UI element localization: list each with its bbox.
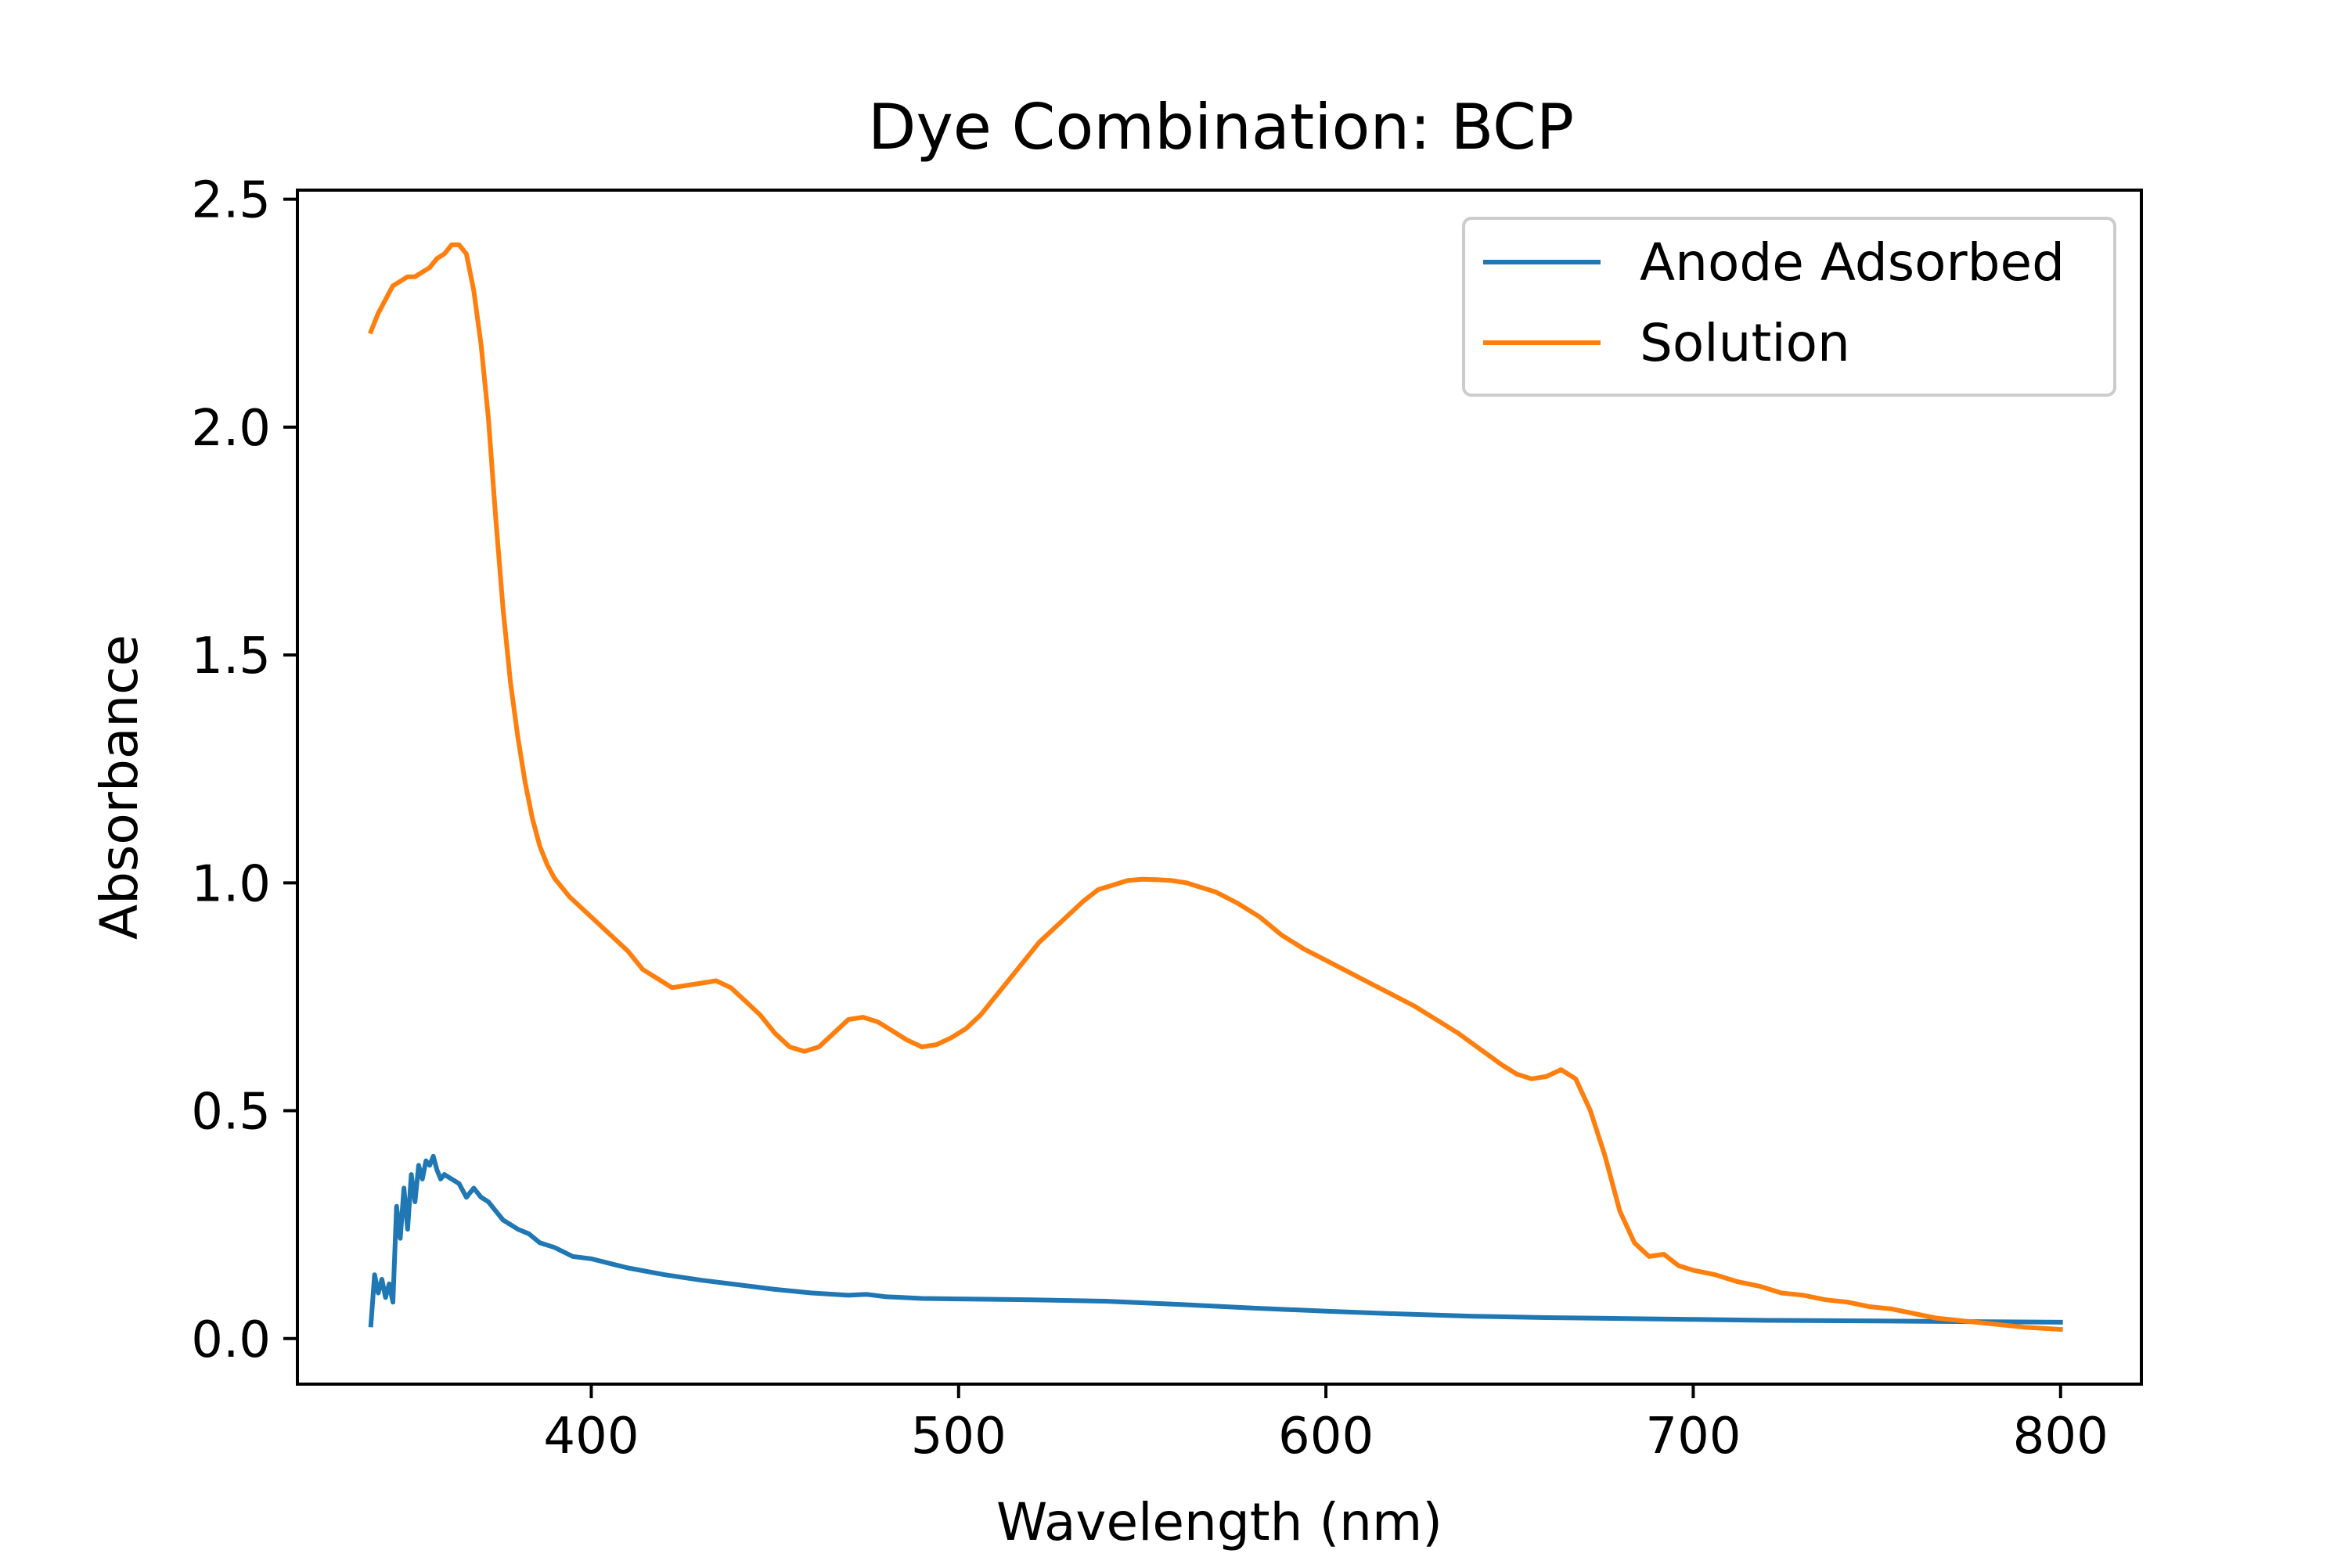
x-tick-label: 600 [1278, 1408, 1374, 1466]
series-line-anode-adsorbed [368, 1153, 2063, 1328]
legend-label-solution: Solution [1640, 313, 1850, 373]
y-tick-label: 2.0 [191, 400, 271, 458]
y-tick-label: 1.0 [191, 855, 271, 913]
x-tick-label: 800 [2013, 1408, 2109, 1466]
x-axis-label: Wavelength (nm) [996, 1492, 1442, 1552]
y-tick-label: 2.5 [191, 172, 271, 230]
y-axis-label: Absorbance [89, 635, 149, 940]
x-axis-ticks: 400 500 600 700 800 [543, 1384, 2109, 1466]
plot-area-frame [296, 189, 2143, 1386]
chart-title: Dye Combination: BCP [868, 91, 1574, 164]
x-tick-label: 700 [1645, 1408, 1741, 1466]
legend-label-anode-adsorbed: Anode Adsorbed [1640, 232, 2065, 293]
x-tick-label: 500 [911, 1408, 1007, 1466]
plot-series [367, 242, 2063, 1332]
y-tick-label: 0.0 [191, 1311, 271, 1369]
legend-box [1462, 217, 2116, 397]
y-tick-label: 1.5 [191, 628, 271, 685]
y-tick-label: 0.5 [191, 1084, 271, 1142]
legend: Anode Adsorbed Solution [1462, 217, 2116, 397]
y-axis-ticks: 0.0 0.5 1.0 1.5 2.0 2.5 [191, 172, 297, 1369]
series-line-solution [367, 242, 2063, 1332]
x-tick-label: 400 [543, 1408, 639, 1466]
